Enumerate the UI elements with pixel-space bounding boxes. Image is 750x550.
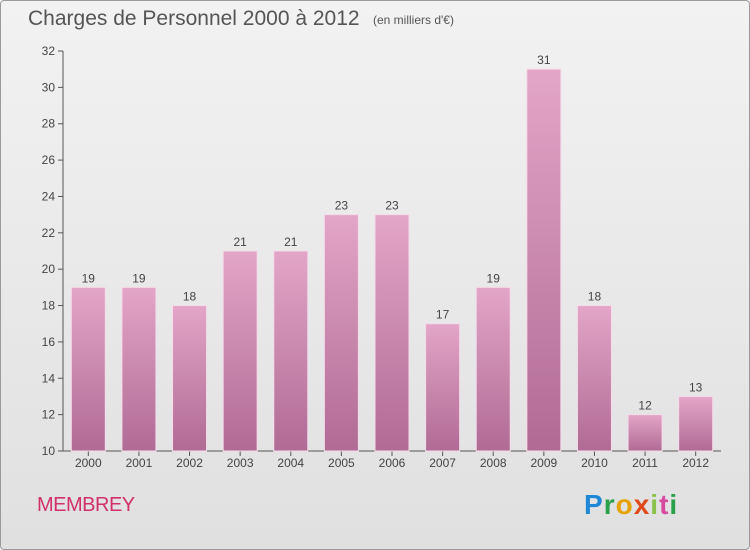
data-label: 19	[82, 271, 96, 285]
bar-2002	[172, 305, 208, 452]
bar-2011	[627, 414, 663, 452]
data-label: 23	[335, 199, 349, 213]
y-tick-label: 16	[42, 335, 56, 349]
x-tick-label: 2005	[328, 456, 355, 470]
data-label: 18	[183, 290, 197, 304]
y-tick-label: 32	[42, 44, 56, 58]
chart-subtitle: (en milliers d'€)	[373, 13, 454, 27]
x-tick-label: 2007	[429, 456, 456, 470]
data-label: 12	[638, 399, 652, 413]
data-label: 19	[487, 271, 501, 285]
y-tick-label: 28	[42, 117, 56, 131]
bar-2007	[425, 323, 461, 452]
x-tick-label: 2011	[632, 456, 658, 470]
brand-logo: Proxiti	[584, 489, 679, 520]
y-tick-label: 30	[42, 80, 56, 94]
x-tick-label: 2008	[480, 456, 507, 470]
y-tick-label: 14	[42, 371, 56, 385]
bar-2010	[576, 305, 612, 452]
bar-2006	[374, 214, 410, 452]
bar-2003	[222, 250, 258, 452]
data-label: 13	[689, 380, 703, 394]
data-label: 23	[385, 199, 399, 213]
data-label: 18	[588, 290, 602, 304]
y-tick-label: 20	[42, 262, 56, 276]
x-tick-label: 2006	[379, 456, 406, 470]
bar-2008	[475, 286, 511, 452]
bar-2001	[121, 286, 157, 452]
data-label: 31	[537, 53, 551, 67]
place-name: MEMBREY	[37, 494, 135, 516]
x-tick-label: 2002	[176, 456, 203, 470]
bar-2000	[70, 286, 106, 452]
x-tick-label: 2004	[277, 456, 304, 470]
y-tick-label: 10	[42, 444, 56, 458]
bar-2004	[273, 250, 309, 452]
bar-2009	[526, 68, 562, 452]
x-tick-label: 2001	[126, 456, 153, 470]
x-tick-label: 2009	[530, 456, 557, 470]
y-tick-label: 26	[42, 153, 56, 167]
data-label: 21	[233, 235, 247, 249]
bar-2012	[678, 395, 714, 452]
x-tick-label: 2003	[227, 456, 254, 470]
data-label: 21	[284, 235, 298, 249]
x-tick-label: 2010	[581, 456, 608, 470]
y-tick-label: 22	[42, 226, 56, 240]
y-tick-label: 12	[42, 408, 56, 422]
chart-title: Charges de Personnel 2000 à 2012	[28, 7, 360, 30]
bar-2005	[323, 214, 359, 452]
data-label: 17	[436, 308, 450, 322]
data-label: 19	[132, 271, 146, 285]
y-tick-label: 18	[42, 299, 56, 313]
x-tick-label: 2000	[75, 456, 102, 470]
y-tick-label: 24	[42, 189, 56, 203]
x-tick-label: 2012	[682, 456, 709, 470]
